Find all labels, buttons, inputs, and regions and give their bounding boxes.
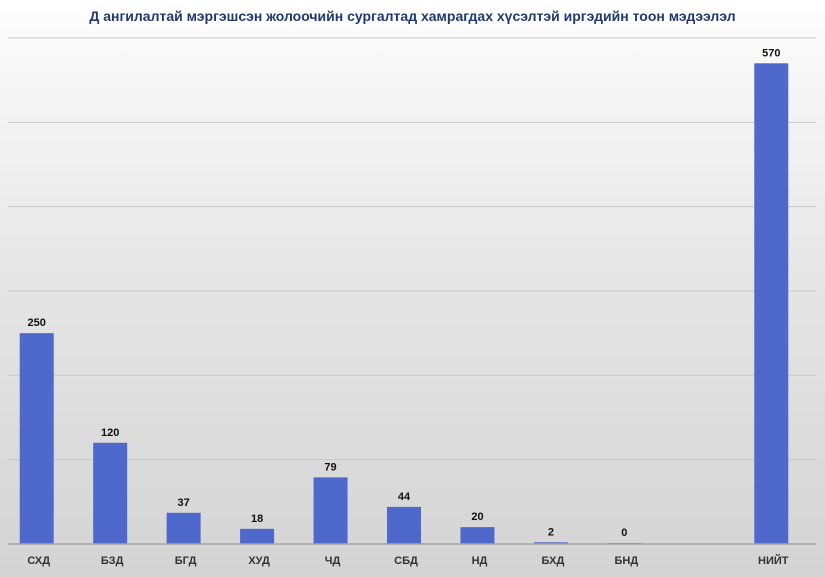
x-tick-label: НИЙТ (758, 554, 789, 567)
bar-БЗД (93, 442, 128, 544)
x-tick-label: БНД (615, 555, 639, 567)
x-tick-label: БГД (175, 555, 197, 567)
bar-БГД (166, 512, 201, 544)
bar-НД (460, 527, 495, 544)
data-label: 79 (324, 461, 336, 473)
bar-ЧД (313, 477, 348, 544)
x-tick-label: БЗД (101, 555, 124, 567)
x-tick-label: ХУД (248, 555, 270, 567)
x-tick-label: НД (472, 555, 488, 567)
bar-БХД (533, 542, 568, 544)
bar-СХД (19, 333, 54, 544)
data-label: 20 (471, 511, 483, 523)
chart-title: Д ангилалтай мэргэшсэн жолоочийн сургалт… (89, 8, 736, 24)
data-label: 0 (621, 527, 627, 539)
data-label: 44 (398, 491, 411, 503)
data-label: 570 (762, 47, 780, 59)
x-tick-label: БХД (542, 555, 565, 567)
data-label: 250 (28, 317, 46, 329)
bar-СБД (387, 506, 421, 544)
data-label: 120 (101, 427, 119, 439)
x-tick-label: ЧД (325, 555, 341, 567)
data-label: 18 (251, 513, 263, 525)
bar-ХУД (240, 528, 275, 544)
bar-НИЙТ (754, 63, 789, 545)
data-label: 2 (548, 526, 554, 538)
x-tick-label: СБД (394, 555, 418, 567)
x-tick-label: СХД (27, 555, 50, 567)
data-label: 37 (178, 497, 190, 509)
